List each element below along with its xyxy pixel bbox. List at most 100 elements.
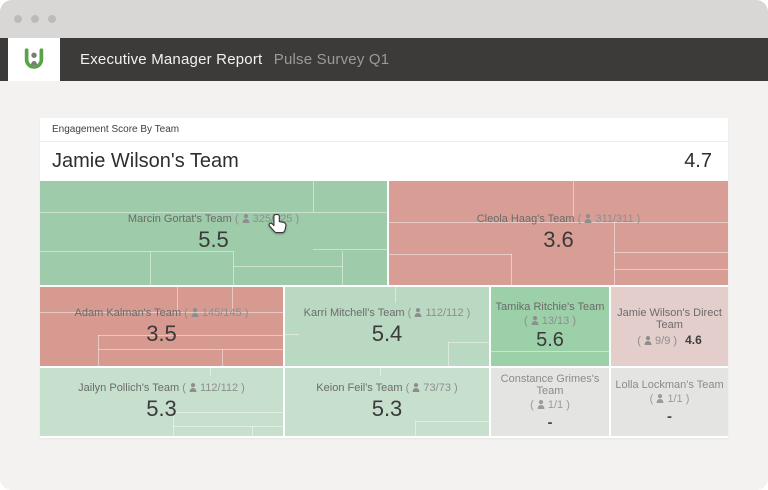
officevibe-logo-icon [24,47,44,69]
report-subtitle: Pulse Survey Q1 [273,51,390,68]
subteam-divider [40,312,283,313]
engagement-treemap: Marcin Gortat's Team ( 325/325 ) 5.5 Cleol… [40,181,728,438]
treemap-tile-jailyn-pollich[interactable]: Jailyn Pollich's Team ( 112/112 ) 5.3 [40,368,283,436]
team-score: - [667,408,672,425]
team-respondents: ( 1/1 ) [530,399,570,411]
treemap-tile-marcin-gortat[interactable]: Marcin Gortat's Team ( 325/325 ) 5.5 [40,181,387,285]
window-control-dot[interactable] [14,15,22,23]
team-name: Marcin Gortat's Team [127,213,232,225]
subteam-divider [98,335,283,336]
subteam-divider [491,351,609,352]
selected-team-name: Jamie Wilson's Team [52,150,239,172]
team-respondents: ( 112/112 ) [407,306,471,319]
team-name: Adam Kalman's Team [74,306,182,319]
browser-chrome [0,0,768,38]
person-icon [191,307,199,317]
team-score: 5.6 [536,329,564,351]
window-control-dot[interactable] [31,15,39,23]
team-score: 5.5 [198,227,229,252]
subteam-divider [389,254,512,255]
team-respondents: ( 73/73 ) [405,382,458,394]
team-respondents: ( 311/311 ) [577,213,641,225]
team-name: Constance Grimes's Team [500,373,600,397]
team-respondents: ( 145/145 ) [184,306,249,319]
team-score: 5.4 [371,320,403,346]
subteam-divider [448,342,489,343]
team-name: Cleola Haag's Team [476,213,575,225]
subteam-divider [40,251,234,252]
app-logo[interactable] [8,38,60,81]
subteam-divider [285,334,299,335]
team-respondents: ( 13/13 ) [523,315,577,327]
subteam-divider [210,368,211,376]
person-icon [644,335,652,345]
team-score: - [547,414,553,431]
subteam-divider [342,251,343,285]
treemap-tile-tamika-ritchie[interactable]: Tamika Ritchie's Team ( 13/13 ) 5.6 [491,287,609,366]
subteam-divider [511,254,512,285]
subteam-divider [173,426,283,427]
treemap-tile-cleola-haag[interactable]: Cleola Haag's Team ( 311/311 ) 3.6 [389,181,728,285]
subteam-divider [222,349,223,366]
window-control-dot[interactable] [48,15,56,23]
subteam-divider [233,251,234,285]
subteam-divider [233,266,343,267]
subteam-divider [573,181,574,222]
team-score: 3.5 [146,320,177,346]
subteam-divider [150,251,151,285]
subteam-divider [252,426,253,436]
subteam-divider [380,368,381,376]
team-score: 5.3 [146,396,177,421]
team-respondents: ( 1/1 ) [649,393,690,405]
treemap-tile-karri-mitchell[interactable]: Karri Mitchell's Team ( 112/112 ) 5.4 [285,287,489,366]
person-icon [531,316,539,325]
app-header-bar: Executive Manager Report Pulse Survey Q1 [0,38,768,81]
subteam-divider [173,412,283,413]
subteam-divider [448,342,449,366]
team-name: Karri Mitchell's Team [303,306,405,319]
person-icon [242,214,250,223]
subteam-divider [313,181,314,212]
treemap-tile-adam-kalman[interactable]: Adam Kalman's Team ( 145/145 ) 3.5 [40,287,283,366]
panel-header: Jamie Wilson's Team 4.7 [40,142,728,181]
team-score: 5.3 [371,396,403,421]
subteam-divider [395,287,396,303]
subteam-divider [614,269,728,270]
treemap-tile-lolla-lockman[interactable]: Lolla Lockman's Team ( 1/1 ) - [611,368,728,436]
subteam-divider [173,412,174,436]
subteam-divider [415,421,416,436]
team-name: Tamika Ritchie's Team [495,301,605,313]
report-header: Executive Manager Report Pulse Survey Q1 [0,51,389,68]
person-icon [656,394,664,403]
team-score: 4.6 [685,332,702,347]
selected-team-score: 4.7 [684,150,712,172]
person-icon [415,307,422,317]
team-name: Keion Feil's Team [316,382,403,394]
subteam-divider [40,212,387,213]
person-icon [412,383,420,392]
subteam-divider [614,252,728,253]
subteam-divider [389,222,728,223]
subteam-divider [98,335,99,366]
person-icon [537,400,545,409]
subteam-divider [98,349,283,350]
team-name: Jamie Wilson's Direct Team [617,306,722,331]
team-respondents: ( 325/325 ) [234,213,300,225]
team-respondents: ( 9/9 ) [637,334,678,347]
subteam-divider [177,287,178,312]
subteam-divider [614,222,615,285]
team-name: Jailyn Pollich's Team [78,382,180,394]
panel-caption: Engagement Score By Team [40,118,728,142]
report-page: Engagement Score By Team Jamie Wilson's … [0,81,768,490]
person-icon [189,383,197,392]
subteam-divider [232,287,233,312]
treemap-tile-jamie-wilson-direct[interactable]: Jamie Wilson's Direct Team ( 9/9 ) 4.6 [611,287,728,366]
team-score: 3.6 [543,227,574,252]
report-title: Executive Manager Report [80,51,263,68]
treemap-tile-constance-grimes[interactable]: Constance Grimes's Team ( 1/1 ) - [491,368,609,436]
team-respondents: ( 112/112 ) [182,382,245,394]
engagement-panel: Engagement Score By Team Jamie Wilson's … [40,118,728,438]
subteam-divider [415,421,489,422]
treemap-tile-keion-feil[interactable]: Keion Feil's Team ( 73/73 ) 5.3 [285,368,489,436]
